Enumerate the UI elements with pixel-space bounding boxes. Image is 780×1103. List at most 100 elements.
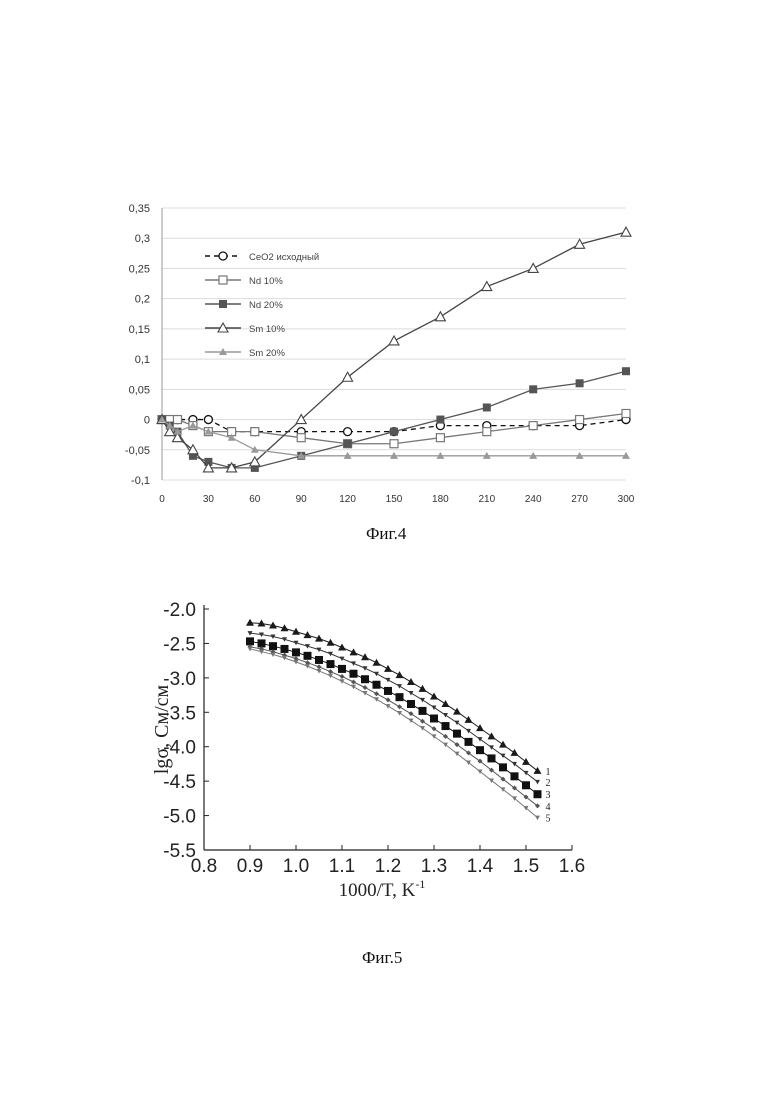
x-tick-label: 240 — [525, 494, 542, 505]
data-point — [271, 635, 276, 640]
data-point — [373, 659, 381, 666]
data-point — [489, 778, 494, 783]
data-point — [397, 684, 402, 689]
data-point — [344, 428, 352, 436]
data-point — [246, 637, 254, 645]
x-tick-label: 0 — [159, 494, 165, 505]
data-point — [294, 660, 299, 665]
data-point — [340, 679, 345, 684]
data-point — [327, 639, 335, 646]
data-point — [621, 227, 631, 236]
data-point — [501, 754, 506, 759]
data-point — [344, 440, 352, 448]
data-point — [305, 660, 310, 665]
data-point — [478, 770, 483, 775]
data-point — [443, 734, 448, 739]
y-tick-label: -0,1 — [131, 475, 150, 487]
legend-marker — [219, 300, 227, 308]
legend-label: Nd 10% — [249, 276, 283, 287]
data-point — [363, 666, 368, 671]
data-point — [409, 719, 414, 724]
data-point — [622, 367, 630, 375]
data-point — [466, 750, 471, 755]
y-tick-label: -5.5 — [163, 841, 196, 862]
x-tick-label: 1.5 — [513, 856, 539, 877]
data-point — [407, 678, 415, 685]
data-point — [338, 665, 346, 673]
y-tick-label: 0 — [144, 415, 150, 427]
data-point — [258, 639, 266, 647]
x-tick-label: 1.1 — [329, 856, 355, 877]
x-tick-label: 0.8 — [191, 856, 217, 877]
x-axis-label: 1000/T, K-1 — [339, 877, 426, 901]
series-line — [250, 623, 538, 771]
data-point — [204, 416, 212, 424]
data-point — [576, 379, 584, 387]
data-point — [529, 385, 537, 393]
data-point — [269, 622, 277, 629]
data-point — [390, 440, 398, 448]
data-point — [499, 741, 507, 748]
data-point — [259, 646, 264, 651]
x-tick-label: 210 — [478, 494, 495, 505]
data-point — [350, 670, 358, 678]
legend-label: Sm 20% — [249, 348, 285, 359]
data-point — [351, 661, 356, 666]
data-point — [317, 648, 322, 653]
data-point — [535, 816, 540, 821]
data-point — [248, 647, 253, 652]
data-point — [501, 777, 506, 782]
data-point — [386, 704, 391, 709]
y-tick-label: -0,05 — [125, 445, 150, 457]
data-point — [173, 416, 181, 424]
data-point — [430, 692, 438, 699]
data-point — [512, 796, 517, 801]
series-line — [250, 641, 538, 794]
data-point — [432, 734, 437, 739]
data-point — [373, 681, 381, 689]
data-point — [455, 721, 460, 726]
x-tick-label: 180 — [432, 494, 449, 505]
data-point — [340, 657, 345, 662]
data-point — [483, 403, 491, 411]
data-point — [281, 624, 289, 631]
data-point — [384, 665, 392, 672]
data-point — [420, 719, 425, 724]
data-point — [305, 644, 310, 649]
data-point — [442, 700, 450, 707]
data-point — [396, 693, 404, 701]
legend-label: CeO2 исходный — [249, 252, 319, 263]
x-tick-label: 150 — [386, 494, 403, 505]
data-point — [363, 685, 368, 690]
y-tick-label: -4.5 — [163, 772, 196, 793]
x-tick-label: 1.6 — [559, 856, 585, 877]
x-tick-label: 300 — [618, 494, 635, 505]
data-point — [386, 697, 391, 702]
data-point — [397, 704, 402, 709]
data-point — [269, 642, 277, 650]
data-point — [328, 652, 333, 657]
data-point — [271, 649, 276, 654]
x-tick-label: 1.2 — [375, 856, 401, 877]
data-point — [455, 752, 460, 757]
data-point — [304, 652, 312, 660]
data-point — [522, 781, 530, 789]
data-point — [259, 650, 264, 655]
data-point — [409, 691, 414, 696]
data-point — [328, 669, 333, 674]
data-point — [501, 787, 506, 792]
data-point — [576, 416, 584, 424]
x-tick-label: 0.9 — [237, 856, 263, 877]
data-point — [248, 644, 253, 649]
data-point — [529, 422, 537, 430]
data-point — [338, 644, 346, 651]
series-label: 1 — [546, 767, 551, 778]
data-point — [488, 732, 496, 739]
data-point — [453, 730, 461, 738]
series-line — [250, 647, 538, 806]
data-point — [397, 711, 402, 716]
data-point — [465, 716, 473, 723]
series-line — [250, 649, 538, 818]
data-point — [478, 737, 483, 742]
data-point — [292, 628, 300, 635]
